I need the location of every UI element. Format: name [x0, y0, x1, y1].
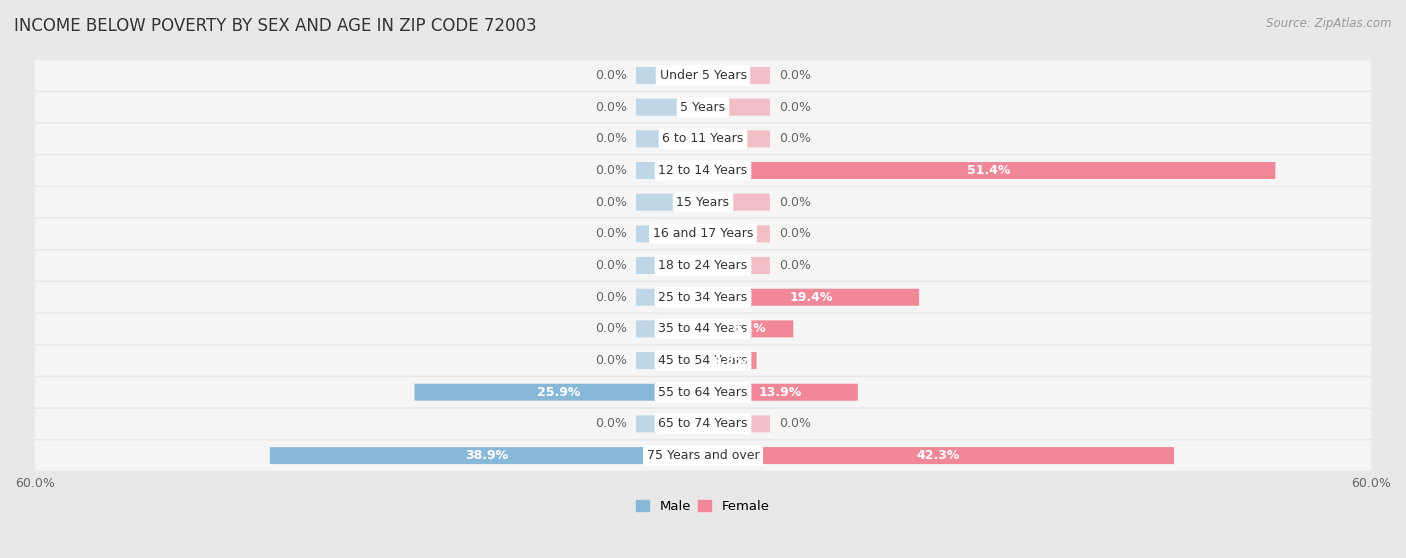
Text: 18 to 24 Years: 18 to 24 Years — [658, 259, 748, 272]
Text: 4.8%: 4.8% — [713, 354, 747, 367]
Text: 0.0%: 0.0% — [595, 291, 627, 304]
Text: 45 to 54 Years: 45 to 54 Years — [658, 354, 748, 367]
Text: Source: ZipAtlas.com: Source: ZipAtlas.com — [1267, 17, 1392, 30]
Text: 35 to 44 Years: 35 to 44 Years — [658, 323, 748, 335]
Text: 16 and 17 Years: 16 and 17 Years — [652, 227, 754, 240]
Text: 42.3%: 42.3% — [917, 449, 960, 462]
FancyBboxPatch shape — [636, 225, 703, 242]
FancyBboxPatch shape — [703, 352, 756, 369]
FancyBboxPatch shape — [35, 60, 1371, 90]
FancyBboxPatch shape — [636, 352, 703, 369]
FancyBboxPatch shape — [636, 131, 703, 147]
FancyBboxPatch shape — [703, 162, 1275, 179]
FancyBboxPatch shape — [35, 377, 1371, 407]
Text: 25.9%: 25.9% — [537, 386, 581, 399]
FancyBboxPatch shape — [636, 257, 703, 274]
Text: 0.0%: 0.0% — [595, 100, 627, 114]
FancyBboxPatch shape — [35, 282, 1371, 312]
Text: 5 Years: 5 Years — [681, 100, 725, 114]
FancyBboxPatch shape — [35, 251, 1371, 281]
Text: 0.0%: 0.0% — [595, 227, 627, 240]
Text: 55 to 64 Years: 55 to 64 Years — [658, 386, 748, 399]
FancyBboxPatch shape — [703, 257, 770, 274]
Text: 0.0%: 0.0% — [779, 100, 811, 114]
Text: 0.0%: 0.0% — [779, 132, 811, 145]
Text: 0.0%: 0.0% — [595, 196, 627, 209]
FancyBboxPatch shape — [703, 415, 770, 432]
Text: 12 to 14 Years: 12 to 14 Years — [658, 164, 748, 177]
FancyBboxPatch shape — [35, 409, 1371, 439]
Text: 0.0%: 0.0% — [779, 69, 811, 82]
FancyBboxPatch shape — [636, 194, 703, 211]
Text: 0.0%: 0.0% — [779, 417, 811, 430]
FancyBboxPatch shape — [636, 67, 703, 84]
Text: 0.0%: 0.0% — [595, 417, 627, 430]
Text: 0.0%: 0.0% — [779, 196, 811, 209]
FancyBboxPatch shape — [35, 156, 1371, 186]
Text: 0.0%: 0.0% — [595, 323, 627, 335]
FancyBboxPatch shape — [35, 124, 1371, 154]
Text: 0.0%: 0.0% — [595, 354, 627, 367]
Text: Under 5 Years: Under 5 Years — [659, 69, 747, 82]
Text: 8.1%: 8.1% — [731, 323, 765, 335]
FancyBboxPatch shape — [35, 440, 1371, 470]
FancyBboxPatch shape — [703, 447, 1174, 464]
FancyBboxPatch shape — [636, 415, 703, 432]
FancyBboxPatch shape — [270, 447, 703, 464]
Text: 19.4%: 19.4% — [789, 291, 832, 304]
Text: 0.0%: 0.0% — [779, 227, 811, 240]
FancyBboxPatch shape — [703, 99, 770, 116]
FancyBboxPatch shape — [703, 384, 858, 401]
Text: 0.0%: 0.0% — [595, 164, 627, 177]
FancyBboxPatch shape — [35, 219, 1371, 249]
Text: 0.0%: 0.0% — [595, 132, 627, 145]
Text: 65 to 74 Years: 65 to 74 Years — [658, 417, 748, 430]
Text: 0.0%: 0.0% — [779, 259, 811, 272]
FancyBboxPatch shape — [415, 384, 703, 401]
Text: 6 to 11 Years: 6 to 11 Years — [662, 132, 744, 145]
FancyBboxPatch shape — [636, 320, 703, 338]
Text: INCOME BELOW POVERTY BY SEX AND AGE IN ZIP CODE 72003: INCOME BELOW POVERTY BY SEX AND AGE IN Z… — [14, 17, 537, 35]
FancyBboxPatch shape — [703, 225, 770, 242]
FancyBboxPatch shape — [636, 99, 703, 116]
Text: 0.0%: 0.0% — [595, 69, 627, 82]
Text: 0.0%: 0.0% — [595, 259, 627, 272]
Text: 25 to 34 Years: 25 to 34 Years — [658, 291, 748, 304]
FancyBboxPatch shape — [703, 288, 920, 306]
FancyBboxPatch shape — [636, 162, 703, 179]
Text: 13.9%: 13.9% — [759, 386, 801, 399]
FancyBboxPatch shape — [35, 345, 1371, 376]
FancyBboxPatch shape — [35, 187, 1371, 217]
Text: 15 Years: 15 Years — [676, 196, 730, 209]
Text: 38.9%: 38.9% — [465, 449, 508, 462]
FancyBboxPatch shape — [703, 67, 770, 84]
Text: 75 Years and over: 75 Years and over — [647, 449, 759, 462]
FancyBboxPatch shape — [703, 320, 793, 338]
FancyBboxPatch shape — [703, 194, 770, 211]
Legend: Male, Female: Male, Female — [631, 495, 775, 518]
FancyBboxPatch shape — [636, 288, 703, 306]
FancyBboxPatch shape — [35, 92, 1371, 122]
Text: 51.4%: 51.4% — [967, 164, 1011, 177]
FancyBboxPatch shape — [35, 314, 1371, 344]
FancyBboxPatch shape — [703, 131, 770, 147]
